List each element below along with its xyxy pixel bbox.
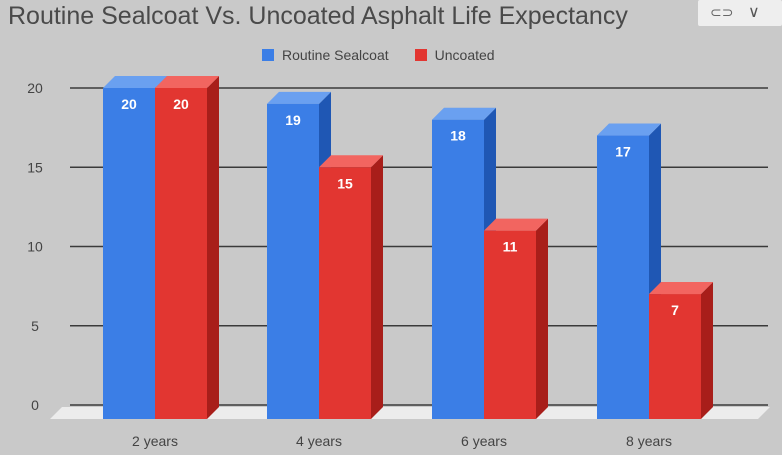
x-tick-label: 6 years xyxy=(461,433,507,449)
y-tick-label: 10 xyxy=(27,239,43,255)
link-icon[interactable]: ⊂⊃ xyxy=(710,4,734,20)
y-tick-label: 20 xyxy=(27,80,43,96)
bar-top xyxy=(649,282,713,295)
bar-front xyxy=(432,119,484,419)
legend-label-routine-sealcoat: Routine Sealcoat xyxy=(282,47,389,63)
chart-title: Routine Sealcoat Vs. Uncoated Asphalt Li… xyxy=(8,2,628,30)
bar-side xyxy=(371,155,383,419)
bar-top xyxy=(103,76,167,88)
bar-top xyxy=(267,91,331,104)
legend-swatch-uncoated xyxy=(414,49,427,61)
bar-top xyxy=(155,76,219,88)
legend: Routine Sealcoat Uncoated xyxy=(262,46,495,64)
legend-item-routine-sealcoat: Routine Sealcoat xyxy=(262,47,389,63)
bar-top xyxy=(597,123,661,136)
data-label: 15 xyxy=(337,175,353,191)
data-label: 19 xyxy=(285,112,301,128)
data-label: 7 xyxy=(671,302,679,318)
chevron-down-icon[interactable]: ∨ xyxy=(748,4,760,21)
bar: 20 xyxy=(155,76,219,419)
legend-swatch-routine-sealcoat xyxy=(262,49,274,61)
bar-front xyxy=(103,88,155,419)
legend-label-uncoated: Uncoated xyxy=(434,47,495,63)
bar-front xyxy=(649,294,701,419)
x-tick-label: 4 years xyxy=(296,433,342,449)
data-label: 20 xyxy=(121,96,137,112)
y-tick-label: 5 xyxy=(31,318,39,334)
bar-side xyxy=(701,282,713,419)
bar: 15 xyxy=(319,155,383,419)
chart-controls[interactable]: ⊂⊃ ∨ xyxy=(698,0,782,26)
y-tick-label: 15 xyxy=(27,159,43,175)
bar-front xyxy=(155,88,207,419)
bar-top xyxy=(319,155,383,168)
chart-floor xyxy=(50,407,770,419)
bar: 11 xyxy=(484,218,548,419)
bar-front xyxy=(484,230,536,419)
bar: 7 xyxy=(649,282,713,419)
data-label: 20 xyxy=(173,96,189,112)
legend-item-uncoated: Uncoated xyxy=(414,47,495,63)
bar-top xyxy=(484,218,548,231)
bar-side xyxy=(536,218,548,419)
x-tick-label: 2 years xyxy=(132,433,178,449)
bar-front xyxy=(267,103,319,419)
data-label: 18 xyxy=(450,128,466,144)
x-tick-label: 8 years xyxy=(626,433,672,449)
data-label: 11 xyxy=(503,239,518,255)
data-label: 17 xyxy=(615,144,631,160)
bar-side xyxy=(207,76,219,419)
bar-top xyxy=(432,107,496,120)
bar-front xyxy=(597,135,649,420)
bar-front xyxy=(319,167,371,419)
y-tick-label: 0 xyxy=(31,397,39,413)
